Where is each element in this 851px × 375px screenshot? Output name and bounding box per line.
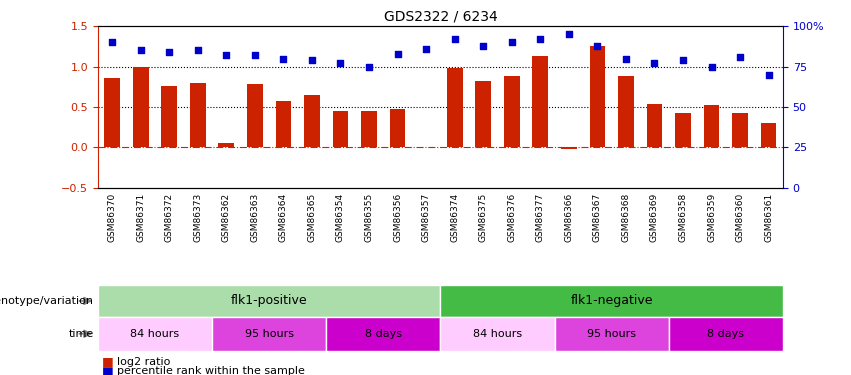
Text: 8 days: 8 days: [707, 329, 745, 339]
Text: GSM86376: GSM86376: [507, 192, 517, 242]
Text: ■: ■: [102, 365, 118, 375]
Point: [534, 36, 547, 42]
Bar: [105, 78, 120, 147]
Text: GSM86361: GSM86361: [764, 192, 774, 242]
Text: 84 hours: 84 hours: [473, 329, 522, 339]
Point: [191, 48, 204, 54]
Bar: [98, 285, 441, 317]
Point: [277, 56, 290, 62]
Point: [505, 39, 518, 45]
Text: flk1-positive: flk1-positive: [231, 294, 307, 307]
Text: ■: ■: [102, 356, 118, 368]
Bar: [669, 317, 783, 351]
Title: GDS2322 / 6234: GDS2322 / 6234: [384, 10, 497, 24]
Bar: [561, 147, 577, 149]
Bar: [212, 317, 326, 351]
Point: [591, 43, 604, 49]
Text: GSM86371: GSM86371: [136, 192, 146, 242]
Text: GSM86357: GSM86357: [421, 192, 431, 242]
Bar: [190, 83, 206, 147]
Bar: [219, 143, 234, 147]
Bar: [761, 123, 776, 147]
Text: percentile rank within the sample: percentile rank within the sample: [117, 366, 306, 375]
Text: 84 hours: 84 hours: [130, 329, 180, 339]
Text: GSM86364: GSM86364: [279, 192, 288, 242]
Bar: [732, 113, 748, 147]
Text: time: time: [68, 329, 94, 339]
Point: [762, 72, 775, 78]
Point: [734, 54, 747, 60]
Text: GSM86367: GSM86367: [593, 192, 602, 242]
Text: GSM86356: GSM86356: [393, 192, 402, 242]
Point: [420, 46, 433, 52]
Text: GSM86366: GSM86366: [564, 192, 574, 242]
Point: [677, 57, 690, 63]
Bar: [247, 84, 263, 147]
Bar: [333, 111, 348, 147]
Text: log2 ratio: log2 ratio: [117, 357, 171, 367]
Point: [306, 57, 319, 63]
Bar: [647, 104, 662, 147]
Text: GSM86359: GSM86359: [707, 192, 716, 242]
Point: [220, 52, 233, 58]
Point: [363, 63, 376, 70]
Point: [648, 60, 661, 66]
Text: GSM86375: GSM86375: [479, 192, 488, 242]
Bar: [441, 285, 783, 317]
Bar: [704, 105, 719, 147]
Text: GSM86372: GSM86372: [165, 192, 174, 242]
Text: GSM86370: GSM86370: [107, 192, 117, 242]
Bar: [390, 109, 405, 147]
Bar: [533, 56, 548, 147]
Bar: [441, 317, 555, 351]
Bar: [504, 76, 520, 147]
Point: [448, 36, 461, 42]
Point: [334, 60, 347, 66]
Text: GSM86365: GSM86365: [307, 192, 317, 242]
Bar: [162, 86, 177, 147]
Text: 8 days: 8 days: [365, 329, 402, 339]
Bar: [98, 317, 212, 351]
Bar: [304, 95, 320, 147]
Text: 95 hours: 95 hours: [244, 329, 294, 339]
Point: [705, 63, 718, 70]
Text: flk1-negative: flk1-negative: [570, 294, 653, 307]
Bar: [447, 68, 462, 147]
Bar: [361, 111, 377, 147]
Text: GSM86358: GSM86358: [678, 192, 688, 242]
Point: [562, 32, 575, 38]
Text: GSM86362: GSM86362: [222, 192, 231, 242]
Point: [620, 56, 633, 62]
Bar: [675, 113, 691, 147]
Text: GSM86360: GSM86360: [735, 192, 745, 242]
Bar: [590, 46, 605, 147]
Text: GSM86374: GSM86374: [450, 192, 460, 242]
Point: [391, 51, 404, 57]
Bar: [276, 101, 291, 147]
Text: genotype/variation: genotype/variation: [0, 296, 94, 306]
Text: GSM86354: GSM86354: [336, 192, 345, 242]
Bar: [326, 317, 441, 351]
Bar: [618, 76, 634, 147]
Point: [106, 39, 119, 45]
Bar: [555, 317, 669, 351]
Text: GSM86363: GSM86363: [250, 192, 260, 242]
Bar: [133, 67, 149, 147]
Bar: [476, 81, 491, 147]
Text: GSM86368: GSM86368: [621, 192, 631, 242]
Text: 95 hours: 95 hours: [587, 329, 637, 339]
Point: [134, 48, 147, 54]
Point: [477, 43, 490, 49]
Point: [163, 49, 176, 55]
Text: GSM86369: GSM86369: [650, 192, 659, 242]
Point: [248, 52, 261, 58]
Text: GSM86377: GSM86377: [536, 192, 545, 242]
Text: GSM86373: GSM86373: [193, 192, 203, 242]
Text: GSM86355: GSM86355: [364, 192, 374, 242]
